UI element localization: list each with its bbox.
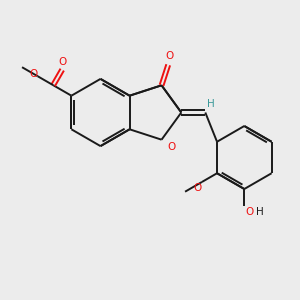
Text: O: O	[246, 207, 254, 217]
Text: O: O	[167, 142, 175, 152]
Text: H: H	[207, 99, 215, 109]
Text: O: O	[165, 51, 174, 61]
Text: O: O	[30, 69, 38, 79]
Text: H: H	[256, 207, 264, 217]
Text: O: O	[58, 57, 66, 67]
Text: O: O	[193, 183, 201, 193]
